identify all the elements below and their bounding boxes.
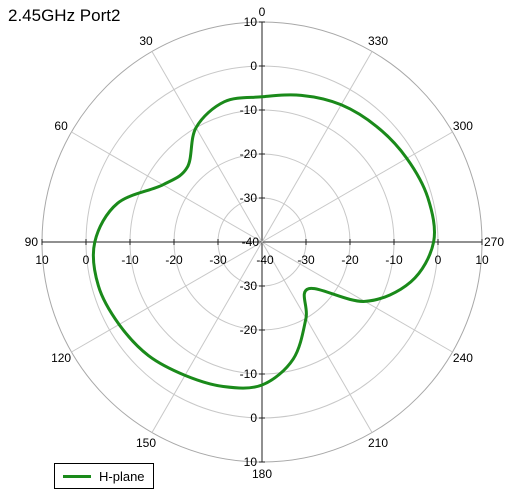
radial-label-left: -30 (209, 253, 227, 267)
radial-label-up: -30 (240, 191, 258, 205)
radial-label-up: -20 (240, 147, 258, 161)
angle-label-300: 300 (453, 119, 473, 133)
radial-label-left: 10 (35, 253, 49, 267)
radial-label-right: -10 (385, 253, 403, 267)
legend-label-h-plane: H-plane (99, 469, 145, 484)
legend: H-plane (54, 463, 154, 489)
chart-title: 2.45GHz Port2 (8, 6, 121, 25)
spoke-300 (261, 131, 453, 243)
radial-label-right: 10 (475, 253, 489, 267)
legend-swatch-h-plane (63, 475, 91, 478)
angle-spokes (41, 21, 483, 463)
radial-label-down: -30 (240, 279, 258, 293)
radial-label-right: 0 (435, 253, 442, 267)
angle-label-150: 150 (136, 436, 156, 450)
angle-label-30: 30 (139, 34, 153, 48)
series-line-h-plane (91, 93, 436, 390)
radial-label-left: -20 (165, 253, 183, 267)
radial-label-down: 10 (244, 455, 258, 469)
angle-label-270: 270 (484, 235, 504, 249)
radial-label-center-b: -40 (256, 253, 274, 267)
angle-label-60: 60 (54, 119, 68, 133)
radial-label-right: -20 (341, 253, 359, 267)
angle-label-210: 210 (368, 436, 388, 450)
spoke-330 (261, 51, 373, 243)
spoke-240 (261, 241, 453, 353)
angle-label-180: 180 (252, 467, 272, 481)
spoke-150 (151, 241, 263, 433)
radial-label-up: -10 (240, 103, 258, 117)
series-layer (91, 93, 436, 390)
radial-label-left: 0 (83, 253, 90, 267)
radial-label-right: -30 (297, 253, 315, 267)
radial-label-up: 10 (244, 15, 258, 29)
radial-label-down: -20 (240, 323, 258, 337)
radial-label-down: 0 (250, 411, 257, 425)
radial-label-down: -10 (240, 367, 258, 381)
angle-label-330: 330 (368, 34, 388, 48)
spoke-120 (71, 241, 263, 353)
spoke-30 (151, 51, 263, 243)
angle-label-240: 240 (453, 351, 473, 365)
angle-label-0: 0 (259, 5, 266, 19)
angle-tick-labels: 0 30 60 90 120 150 180 210 240 270 300 330 (25, 5, 505, 481)
radial-tick-labels: -40 -40 -30 -30 -30 -30 -20 -20 -20 -20 -10 -10 -10 -… (35, 15, 489, 469)
spoke-210 (261, 241, 373, 433)
radial-label-left: -10 (121, 253, 139, 267)
spoke-60 (71, 131, 263, 243)
angle-label-120: 120 (51, 351, 71, 365)
radial-label-up: 0 (250, 59, 257, 73)
radial-label-center: -40 (242, 235, 260, 249)
angle-label-90: 90 (25, 235, 39, 249)
